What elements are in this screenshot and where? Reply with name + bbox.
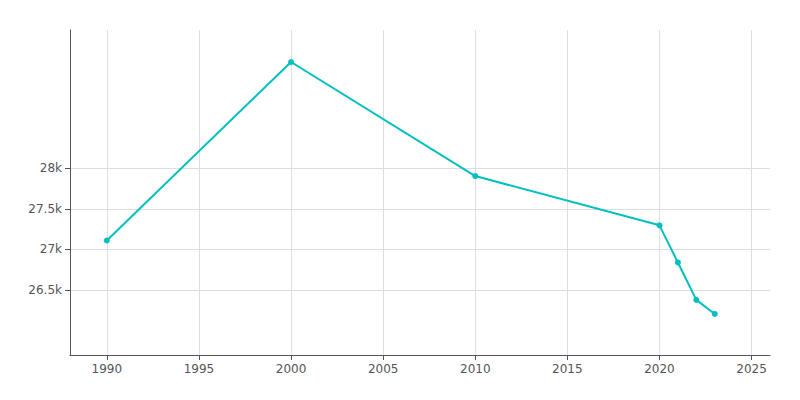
svg-text:2015: 2015 [552, 362, 583, 376]
svg-text:2000: 2000 [276, 362, 307, 376]
svg-text:1995: 1995 [184, 362, 215, 376]
svg-text:27.5k: 27.5k [28, 202, 62, 216]
svg-text:2005: 2005 [368, 362, 399, 376]
svg-text:28k: 28k [40, 161, 62, 175]
svg-text:26.5k: 26.5k [28, 283, 62, 297]
svg-text:2020: 2020 [644, 362, 675, 376]
svg-text:27k: 27k [40, 242, 62, 256]
svg-text:1990: 1990 [92, 362, 123, 376]
svg-text:2010: 2010 [460, 362, 491, 376]
svg-text:2025: 2025 [736, 362, 767, 376]
